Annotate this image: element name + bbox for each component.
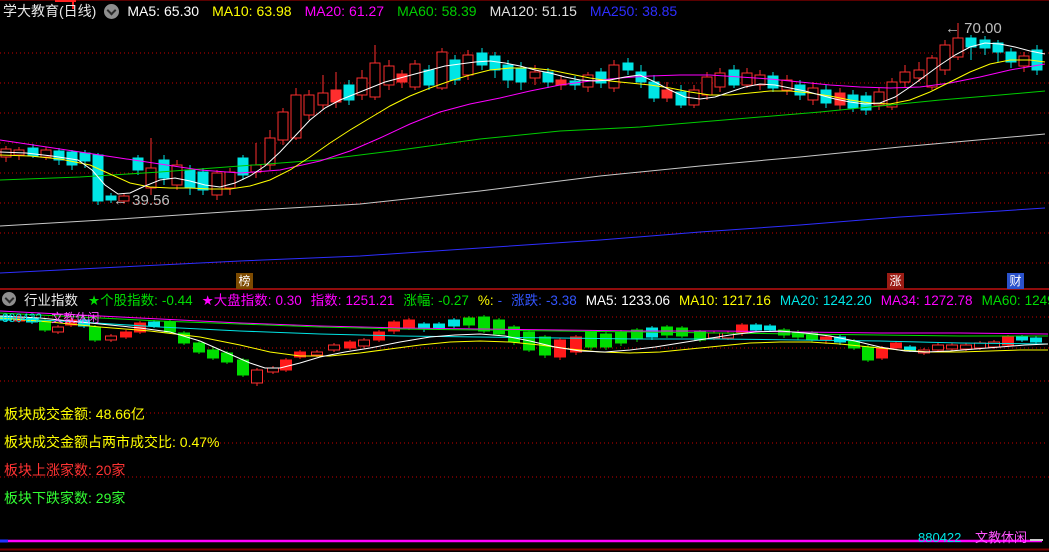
indicator-item: MA20: 61.27 bbox=[304, 3, 385, 19]
indicator-item: 指数: 1251.21 bbox=[310, 293, 395, 308]
indicator-item: MA120: 51.15 bbox=[489, 3, 577, 19]
sector-name: 文教休闲 bbox=[51, 311, 100, 325]
stock-title: 学大教育(日线) bbox=[3, 3, 97, 19]
price-annotation-high: ← 70.00 bbox=[945, 20, 1002, 37]
chevron-down-icon bbox=[106, 5, 117, 15]
stat-line-3: 板块上涨家数: 20家 bbox=[4, 462, 126, 478]
collapse-chevron-icon-2[interactable] bbox=[2, 292, 16, 306]
index-indicator-list: ★个股指数: -0.44 ★大盘指数: 0.30 指数: 1251.21 涨幅: -0.27%… bbox=[88, 289, 1049, 309]
footer-symbol[interactable]: 880422 文教休闲 bbox=[918, 527, 1027, 546]
indicator-item: 涨跌: -3.38 bbox=[511, 293, 577, 308]
ma-indicator-list: MA5: 65.30 MA10: 63.98 MA20: 61.27 MA60: 58.39 M… bbox=[127, 3, 690, 19]
indicator-item: MA250: 38.85 bbox=[589, 3, 678, 19]
collapse-chevron-icon[interactable] bbox=[104, 3, 120, 19]
indicator-item: MA5: 65.30 bbox=[127, 3, 200, 19]
indicator-item: MA60: 58.39 bbox=[397, 3, 477, 19]
indicator-item: 涨幅: -0.27 bbox=[403, 293, 469, 308]
chevron-down-icon bbox=[4, 293, 14, 303]
sector-index-header: 行业指数 ★个股指数: -0.44 ★大盘指数: 0.30 指数: 1251.21 涨幅: -… bbox=[2, 290, 1049, 308]
sector-code: 880422 bbox=[2, 311, 43, 325]
indicator-item: %: - bbox=[477, 293, 503, 308]
price-annotation-low: ← 39.56 bbox=[113, 192, 170, 209]
indicator-item: MA20: 1242.20 bbox=[779, 293, 872, 308]
tab-榜[interactable]: 榜 bbox=[236, 273, 253, 289]
tab-财[interactable]: 财 bbox=[1007, 273, 1024, 289]
indicator-item: MA10: 1217.16 bbox=[679, 293, 771, 308]
indicator-item: ★大盘指数: 0.30 bbox=[201, 293, 302, 308]
tab-涨[interactable]: 涨 bbox=[887, 273, 904, 289]
indicator-item: MA60:1249.39 bbox=[981, 293, 1049, 308]
footer-code: 880422 bbox=[918, 530, 962, 545]
indicator-item: ★个股指数: -0.44 bbox=[88, 293, 193, 308]
indicator-item: MA34: 1272.78 bbox=[880, 293, 973, 308]
indicator-item: MA5: 1233.06 bbox=[585, 293, 671, 308]
footer-name: 文教休闲 bbox=[975, 530, 1028, 545]
stat-line-1: 板块成交金额: 48.66亿 bbox=[4, 406, 145, 422]
main-chart-header: 学大教育(日线) MA5: 65.30 MA10: 63.98 MA20: 61.27 MA… bbox=[3, 0, 690, 22]
stat-line-4: 板块下跌家数: 29家 bbox=[4, 490, 126, 506]
stat-line-2: 板块成交金额占两市成交比: 0.47% bbox=[4, 434, 220, 450]
index-bar-title: 行业指数 bbox=[24, 293, 78, 308]
sector-code-label: 880422 文教休闲 bbox=[2, 309, 99, 326]
indicator-item: MA10: 63.98 bbox=[212, 3, 292, 19]
